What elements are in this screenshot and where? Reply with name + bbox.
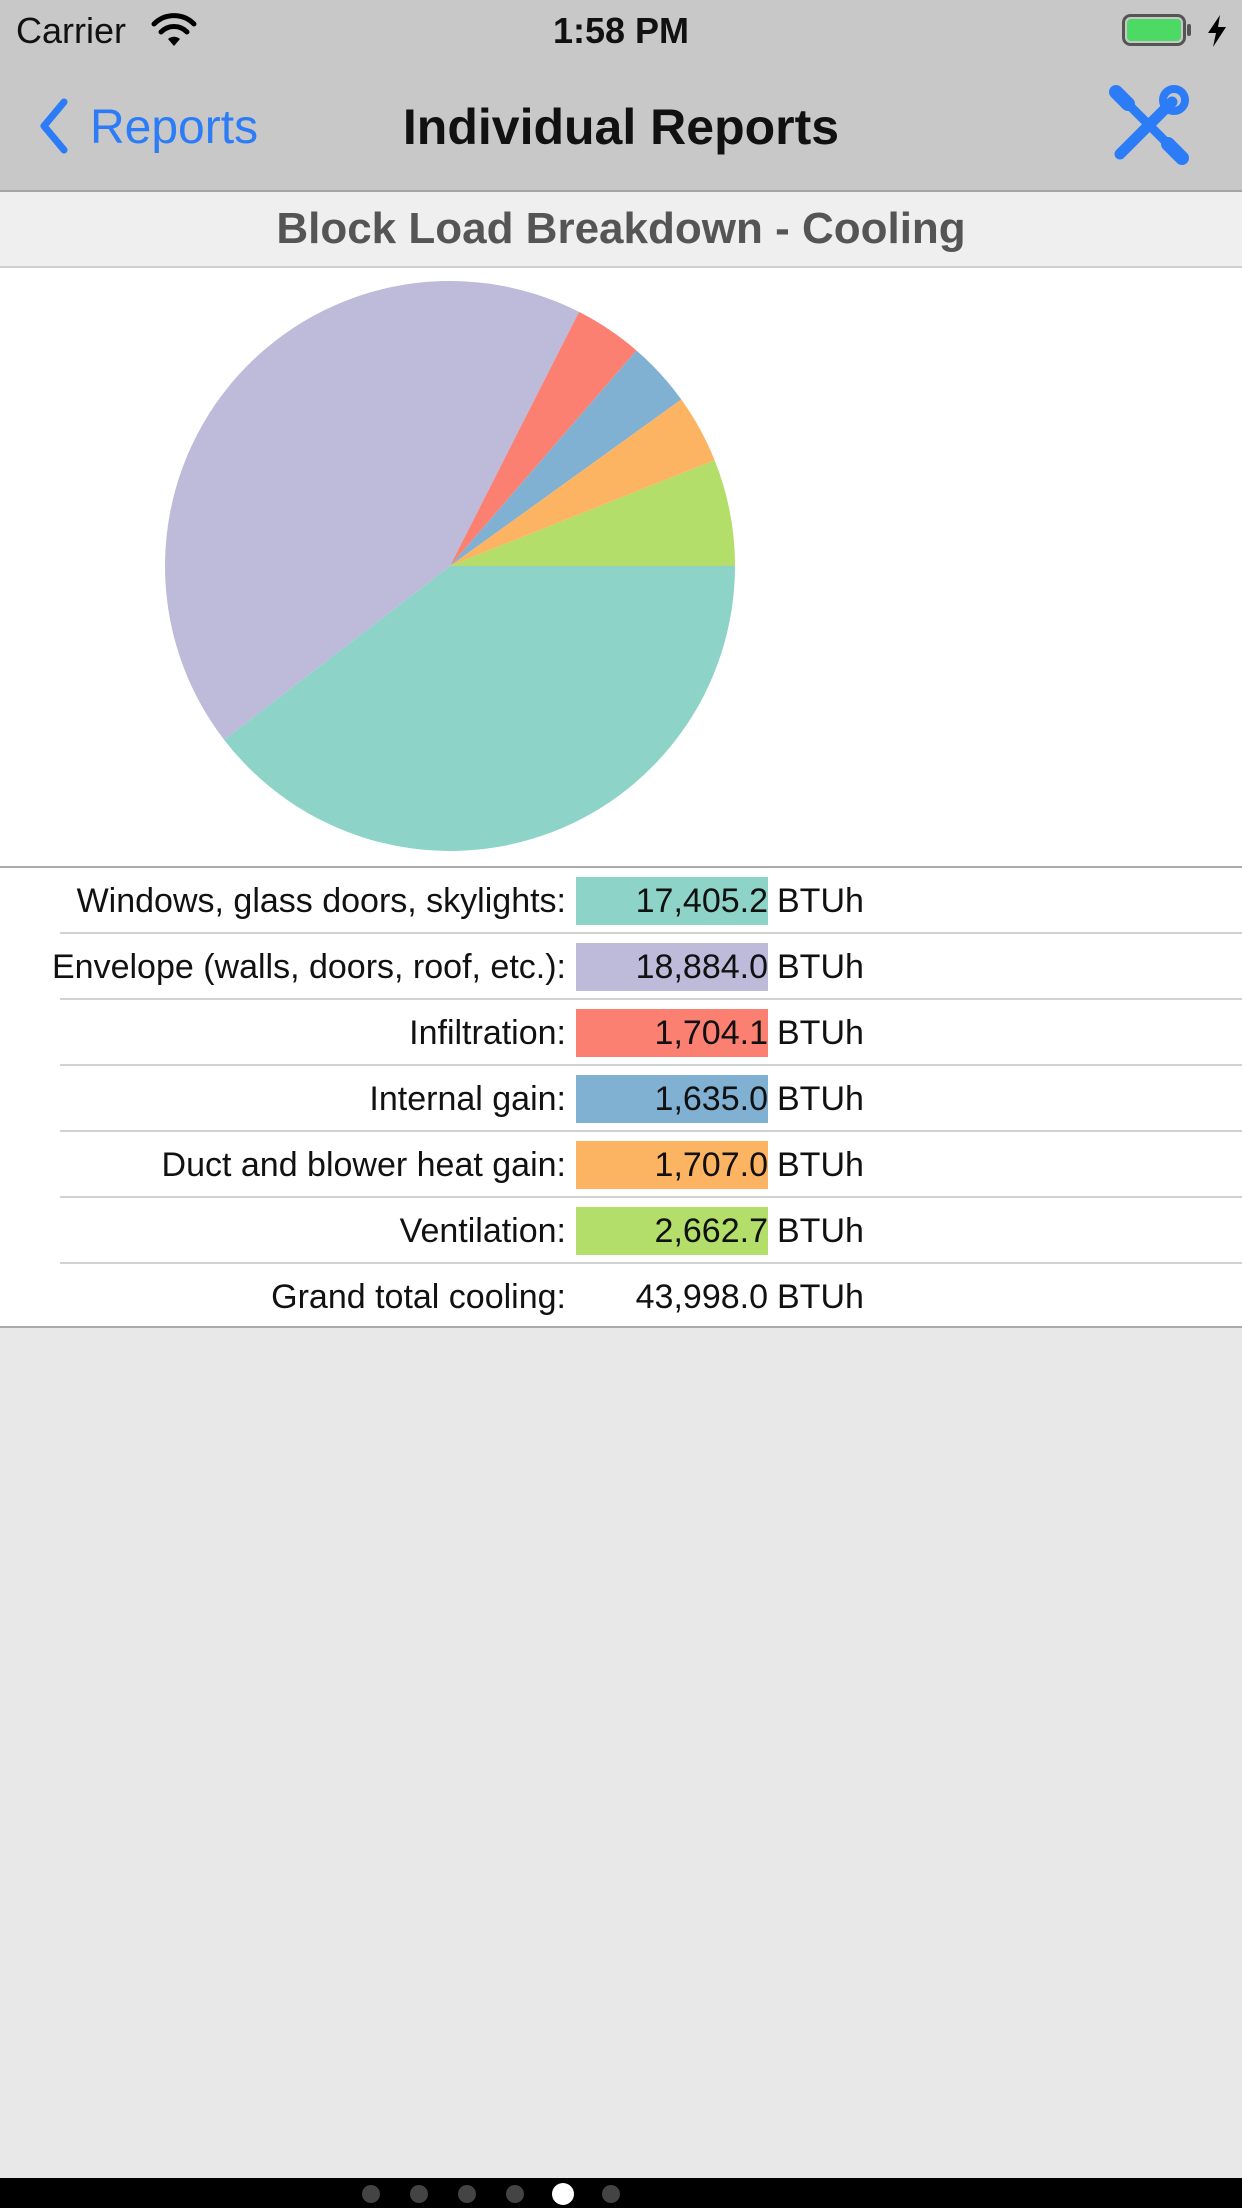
pie-slice-1 bbox=[224, 566, 735, 851]
page-dot-6[interactable] bbox=[602, 2185, 620, 2203]
row-divider bbox=[60, 998, 1242, 1000]
row-value: 18,884.0 bbox=[576, 943, 768, 991]
pie-slice-2 bbox=[164, 280, 580, 740]
pie-slice-6 bbox=[450, 460, 735, 566]
row-unit: BTUh bbox=[777, 1146, 864, 1184]
navigation-bar: Reports Individual Reports bbox=[0, 62, 1242, 192]
table-row: Infiltration: 1,704.1 BTUh bbox=[0, 1000, 1242, 1066]
wifi-icon bbox=[151, 13, 197, 46]
row-value: 1,704.1 bbox=[576, 1009, 768, 1057]
row-divider bbox=[60, 1064, 1242, 1066]
chevron-left-icon bbox=[40, 98, 68, 154]
table-row: Internal gain: 1,635.0 BTUh bbox=[0, 1066, 1242, 1132]
row-unit: BTUh bbox=[777, 1014, 864, 1052]
battery-full-icon bbox=[1122, 14, 1191, 46]
row-value: 17,405.2 bbox=[576, 877, 768, 925]
row-label: Ventilation: bbox=[399, 1212, 566, 1250]
row-unit: BTUh bbox=[777, 882, 864, 920]
page-dot-1[interactable] bbox=[362, 2185, 380, 2203]
row-label: Infiltration: bbox=[409, 1014, 566, 1052]
row-value: 2,662.7 bbox=[576, 1207, 768, 1255]
back-button-label: Reports bbox=[90, 101, 259, 154]
breakdown-table: Windows, glass doors, skylights: 17,405.2… bbox=[0, 866, 1242, 1328]
row-unit: BTUh bbox=[777, 1278, 864, 1316]
row-value: 1,635.0 bbox=[576, 1075, 768, 1123]
carrier-label: Carrier bbox=[16, 10, 127, 51]
table-row: Envelope (walls, doors, roof, etc.): 18,8… bbox=[0, 934, 1242, 1000]
status-bar: Carrier 1:58 PM bbox=[0, 0, 1242, 62]
page-dot-5[interactable] bbox=[552, 2183, 574, 2205]
page-dot-3[interactable] bbox=[458, 2185, 476, 2203]
row-unit: BTUh bbox=[777, 1212, 864, 1250]
pie-chart bbox=[164, 280, 735, 851]
row-value: 43,998.0 bbox=[635, 1278, 768, 1316]
pie-slice-5 bbox=[450, 399, 715, 566]
pie-slice-4 bbox=[450, 350, 682, 566]
row-label: Grand total cooling: bbox=[271, 1278, 566, 1316]
row-divider bbox=[60, 1130, 1242, 1132]
bolt-icon bbox=[1208, 15, 1226, 47]
row-label: Windows, glass doors, skylights: bbox=[76, 882, 566, 920]
page-title: Individual Reports bbox=[402, 99, 840, 155]
row-divider bbox=[60, 1196, 1242, 1198]
table-row: Windows, glass doors, skylights: 17,405.2… bbox=[0, 868, 1242, 934]
row-label: Internal gain: bbox=[369, 1080, 566, 1118]
pie-chart-area bbox=[0, 268, 1242, 866]
status-time: 1:58 PM bbox=[552, 10, 690, 51]
report-section-title: Block Load Breakdown - Cooling bbox=[0, 192, 1242, 268]
table-row: Grand total cooling: 43,998.0 BTUh bbox=[0, 1264, 1242, 1330]
row-unit: BTUh bbox=[777, 948, 864, 986]
page-indicator bbox=[0, 2178, 1242, 2208]
row-unit: BTUh bbox=[777, 1080, 864, 1118]
table-row: Duct and blower heat gain: 1,707.0 BTUh bbox=[0, 1132, 1242, 1198]
table-row: Ventilation: 2,662.7 BTUh bbox=[0, 1198, 1242, 1264]
row-label: Duct and blower heat gain: bbox=[161, 1146, 566, 1184]
row-value: 1,707.0 bbox=[576, 1141, 768, 1189]
row-divider bbox=[60, 1262, 1242, 1264]
wrench-screwdriver-icon[interactable] bbox=[1106, 82, 1192, 168]
row-label: Envelope (walls, doors, roof, etc.): bbox=[51, 948, 566, 986]
pie-slice-3 bbox=[450, 311, 637, 566]
page-dot-2[interactable] bbox=[410, 2185, 428, 2203]
row-divider bbox=[60, 932, 1242, 934]
page-dot-4[interactable] bbox=[506, 2185, 524, 2203]
